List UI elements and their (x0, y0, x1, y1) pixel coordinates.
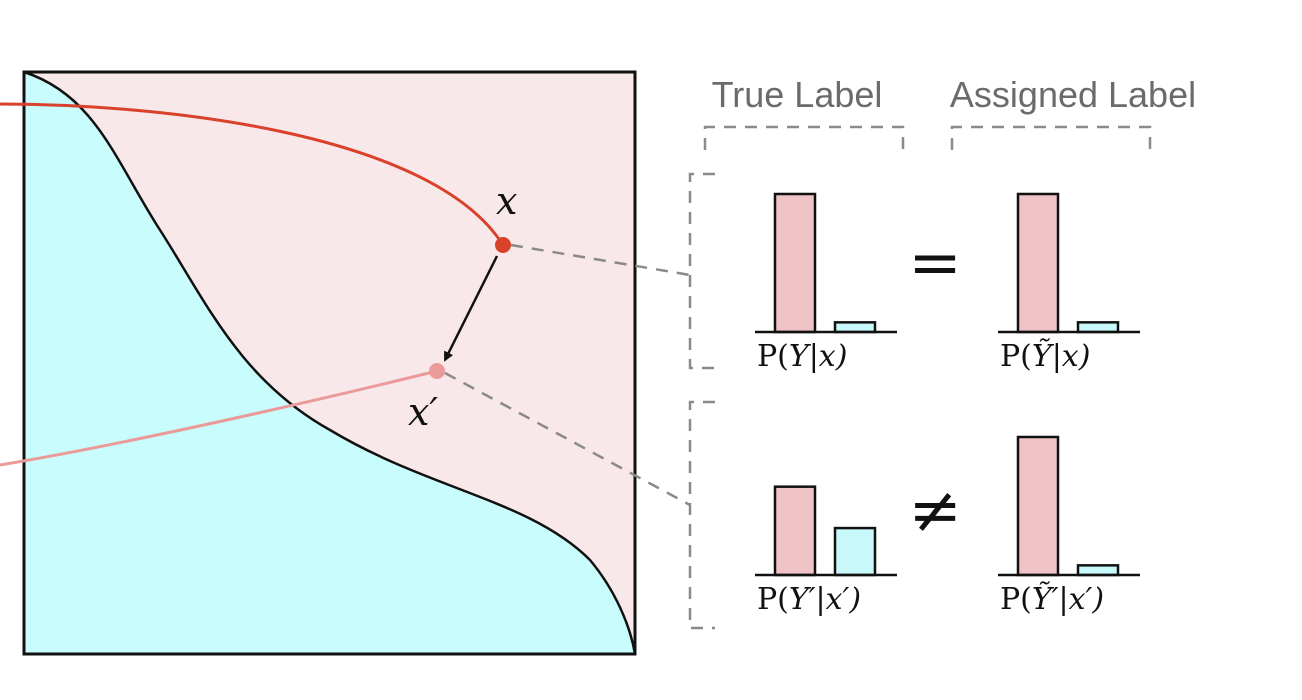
bar-class-b (833, 321, 877, 334)
bar-class-a (773, 485, 817, 577)
bar-class-a (1016, 192, 1060, 334)
bar-class-b (1076, 564, 1120, 577)
connector-bottom (444, 371, 691, 507)
decision-boundary (23, 70, 637, 655)
panel-frame (22, 70, 637, 656)
dist-top-true: P(Y|x) (755, 192, 897, 374)
bar-class-b (1076, 321, 1120, 334)
perturbation-arrow (443, 255, 499, 362)
trajectory-x-prime (0, 369, 438, 467)
bracket-bottom (688, 400, 715, 630)
point-x (495, 237, 511, 253)
dist-bottom-true: P(Y′|x′) (755, 485, 897, 617)
not-equal-sign: ≠ (908, 474, 962, 548)
dist-label: P(Ỹ|x) (1000, 338, 1090, 374)
dist-label: P(Y′|x′) (757, 582, 861, 617)
point-x-label: x (496, 179, 517, 223)
dist-label: P(Y|x) (757, 339, 847, 374)
decision-space-panel (22, 70, 637, 656)
bar-class-a (773, 192, 817, 334)
connector-top (510, 243, 691, 277)
dist-label: P(Ỹ′|x′) (1000, 581, 1104, 617)
trajectory-x (0, 102, 505, 246)
true-label-header: True Label (712, 74, 883, 115)
dist-bottom-assigned: P(Ỹ′|x′) (998, 435, 1140, 617)
equals-sign: = (908, 226, 962, 300)
bar-class-a (1016, 435, 1060, 577)
bar-class-b (833, 526, 877, 577)
bracket-assigned-label (950, 125, 1152, 150)
point-x-prime-label: x′ (408, 390, 438, 434)
assigned-label-header: Assigned Label (950, 74, 1196, 115)
dist-top-assigned: P(Ỹ|x) (998, 192, 1140, 374)
bracket-top (688, 172, 715, 370)
region-b-area (24, 72, 635, 654)
bracket-true-label (703, 125, 905, 150)
point-x-prime (429, 363, 445, 379)
